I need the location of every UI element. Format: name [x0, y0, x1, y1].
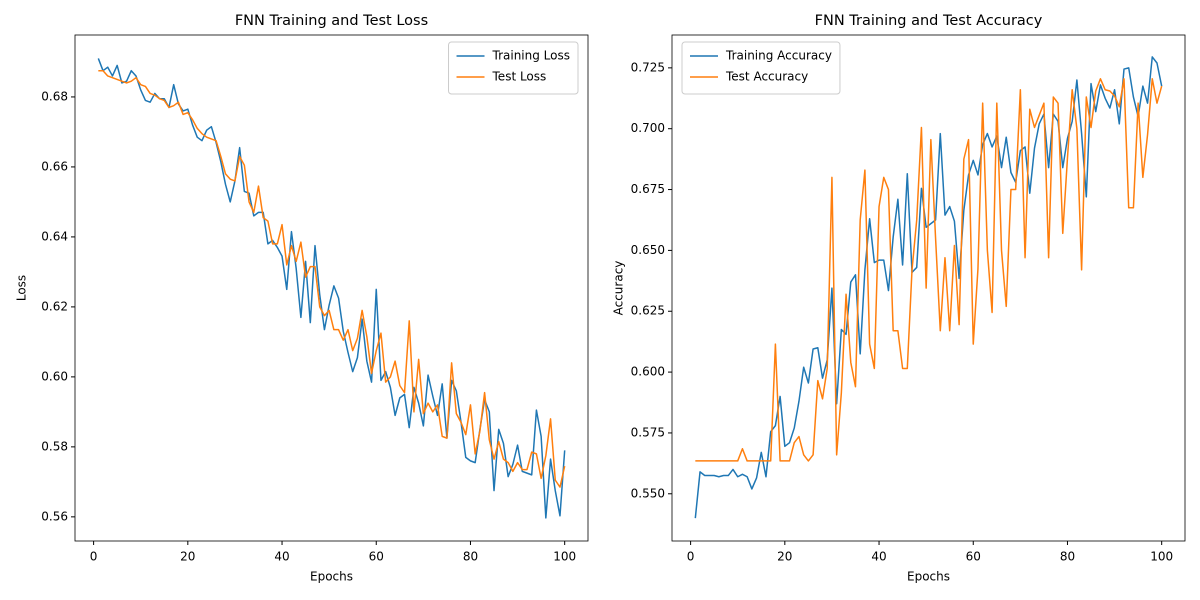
y-tick-label: 0.58	[41, 439, 68, 453]
chart-title: FNN Training and Test Loss	[235, 13, 428, 29]
x-tick-label: 80	[1060, 550, 1075, 564]
chart-title: FNN Training and Test Accuracy	[815, 13, 1043, 29]
legend-label: Training Loss	[492, 49, 570, 63]
x-tick-label: 20	[777, 550, 792, 564]
x-tick-label: 0	[687, 550, 695, 564]
legend-label: Test Accuracy	[725, 70, 808, 84]
axes-frame	[74, 34, 589, 542]
y-tick-label: 0.725	[631, 60, 665, 74]
x-tick-label: 0	[90, 550, 98, 564]
y-tick-label: 0.62	[41, 299, 68, 313]
x-tick-label: 100	[1150, 550, 1173, 564]
legend-box	[681, 41, 841, 95]
y-tick-label: 0.56	[41, 509, 68, 523]
y-tick-label: 0.600	[631, 365, 665, 379]
series-line	[97, 58, 566, 519]
legend-box	[448, 41, 579, 95]
x-tick-label: 60	[369, 550, 384, 564]
legend: Training Accuracy Test Accuracy	[681, 41, 841, 95]
y-axis-label: Loss	[15, 275, 29, 301]
x-tick-label: 80	[463, 550, 478, 564]
y-tick-label: 0.68	[41, 89, 68, 103]
y-tick-label: 0.64	[41, 229, 68, 243]
y-tick-label: 0.700	[631, 121, 665, 135]
y-tick-label: 0.60	[41, 369, 68, 383]
y-axis-label: Accuracy	[612, 261, 626, 316]
y-tick-label: 0.625	[631, 304, 665, 318]
y-tick-label: 0.575	[631, 425, 665, 439]
legend-label: Test Loss	[492, 70, 547, 84]
legend: Training Loss Test Loss	[448, 41, 579, 95]
x-tick-label: 20	[180, 550, 195, 564]
series-line	[98, 69, 566, 488]
series-line	[695, 78, 1163, 462]
x-axis-label: Epochs	[310, 570, 353, 584]
y-tick-label: 0.550	[631, 486, 665, 500]
x-tick-label: 40	[274, 550, 289, 564]
legend-label: Training Accuracy	[725, 49, 832, 63]
y-tick-label: 0.66	[41, 159, 68, 173]
y-tick-label: 0.675	[631, 182, 665, 196]
x-axis-label: Epochs	[907, 570, 950, 584]
axes-frame	[671, 34, 1186, 542]
x-tick-label: 100	[553, 550, 576, 564]
x-tick-label: 40	[871, 550, 886, 564]
x-tick-label: 60	[966, 550, 981, 564]
y-tick-label: 0.650	[631, 243, 665, 257]
